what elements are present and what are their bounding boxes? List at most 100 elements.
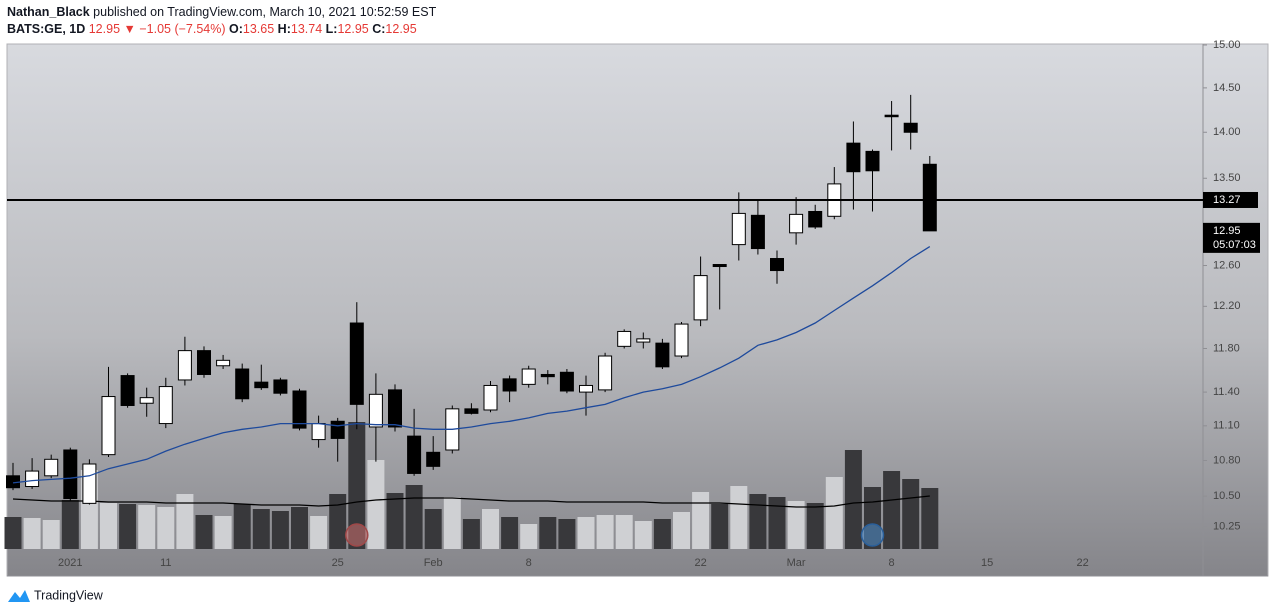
volume-bar (558, 519, 576, 549)
candle-body (101, 396, 116, 456)
header-line-2: BATS:GE, 1D 12.95 ▼ −1.05 (−7.54%) O:13.… (7, 21, 436, 38)
candle-body (464, 408, 479, 414)
candle-body (579, 384, 593, 393)
volume-bar (482, 509, 499, 549)
x-tick-label: 8 (526, 557, 532, 569)
candle-body (139, 397, 154, 404)
low-value: 12.95 (337, 22, 369, 36)
volume-bar (329, 494, 347, 549)
x-tick-label: Feb (424, 557, 443, 569)
x-tick-label: 25 (332, 557, 344, 569)
candle-body (770, 258, 784, 272)
volume-bar (443, 497, 461, 549)
x-tick-label: 22 (1076, 557, 1088, 569)
close-value: 12.95 (385, 22, 417, 36)
x-tick-label: 11 (160, 557, 171, 569)
volume-bar (100, 503, 117, 549)
volume-bar (539, 517, 557, 549)
ma-line (12, 246, 931, 484)
candle-body (750, 214, 765, 250)
candle-body (693, 275, 708, 321)
volume-bar (119, 504, 137, 549)
volume-bar (405, 485, 423, 549)
candle-body (407, 435, 422, 474)
y-tick-label: 10.80 (1213, 454, 1241, 466)
candle-body (216, 359, 231, 367)
logo-icon (8, 590, 30, 602)
volume-bar (271, 511, 289, 549)
volume-bar (310, 516, 328, 549)
candle-body (235, 368, 250, 400)
x-tick-label: 8 (889, 557, 895, 569)
plot-background (6, 43, 1269, 577)
y-tick-label: 12.60 (1213, 259, 1241, 271)
y-tick-label: 15.00 (1213, 39, 1241, 51)
volume-bar (711, 504, 729, 549)
candle-body (903, 122, 918, 133)
volume-bar (42, 520, 60, 549)
candle-body (655, 342, 670, 368)
volume-bar (233, 504, 251, 549)
candle-body (426, 451, 441, 467)
symbol: BATS:GE, 1D (7, 22, 86, 36)
candle-body (598, 355, 613, 391)
candle-body (273, 379, 288, 394)
header: Nathan_Black published on TradingView.co… (7, 4, 436, 38)
volume-bar (921, 488, 939, 549)
footer-text: TradingView (34, 588, 104, 602)
candle-body (158, 386, 173, 425)
open-label: O: (229, 22, 243, 36)
volume-bar (501, 517, 519, 549)
x-tick-label: Mar (787, 557, 806, 569)
volume-bar (291, 507, 308, 549)
change: −1.05 (−7.54%) (139, 22, 226, 36)
y-tick-label: 14.00 (1213, 126, 1241, 138)
candle-body (368, 393, 383, 428)
volume-bar (138, 505, 156, 549)
candle-body (349, 322, 364, 405)
candle-body (388, 389, 402, 428)
volume-bar (195, 515, 213, 549)
hline-tag (1203, 191, 1258, 208)
candle-body (884, 114, 899, 118)
candle-body (789, 213, 804, 234)
candle-body (82, 463, 97, 504)
volume-bar (883, 471, 901, 549)
volume-bar (749, 494, 767, 549)
y-tick-label: 13.50 (1213, 172, 1241, 184)
countdown-label: 05:07:03 (1213, 239, 1256, 251)
candle-body (197, 350, 211, 375)
volume-bar (348, 422, 366, 549)
candle-body (865, 150, 880, 172)
y-tick-label: 10.25 (1213, 520, 1241, 532)
volume-bar (4, 517, 22, 549)
volume-bar (577, 517, 595, 549)
high-label: H: (277, 22, 291, 36)
volume-bar (653, 519, 671, 549)
volume-bar (673, 512, 690, 549)
volume-bar (462, 519, 480, 549)
volume-bar (692, 492, 710, 549)
y-tick-label: 11.10 (1213, 420, 1240, 432)
high-value: 13.74 (290, 22, 323, 36)
candle-body (731, 212, 746, 246)
volume-bar (23, 518, 41, 549)
candle-body (808, 210, 823, 228)
volume-bar (730, 486, 748, 549)
volume (4, 422, 939, 549)
volume-bar (768, 497, 786, 549)
volume-bar (825, 477, 843, 549)
candle-body (44, 458, 59, 477)
volume-bar (634, 521, 652, 549)
candle-body (25, 470, 40, 488)
volume-bar (787, 501, 805, 549)
volume-bar (386, 493, 404, 549)
x-tick-label: 15 (981, 557, 993, 569)
volume-bar (902, 479, 920, 549)
close-label: C: (372, 22, 386, 36)
y-tick-label: 10.50 (1213, 490, 1241, 502)
candle-body (674, 323, 689, 357)
header-line-1: Nathan_Black published on TradingView.co… (7, 4, 436, 21)
